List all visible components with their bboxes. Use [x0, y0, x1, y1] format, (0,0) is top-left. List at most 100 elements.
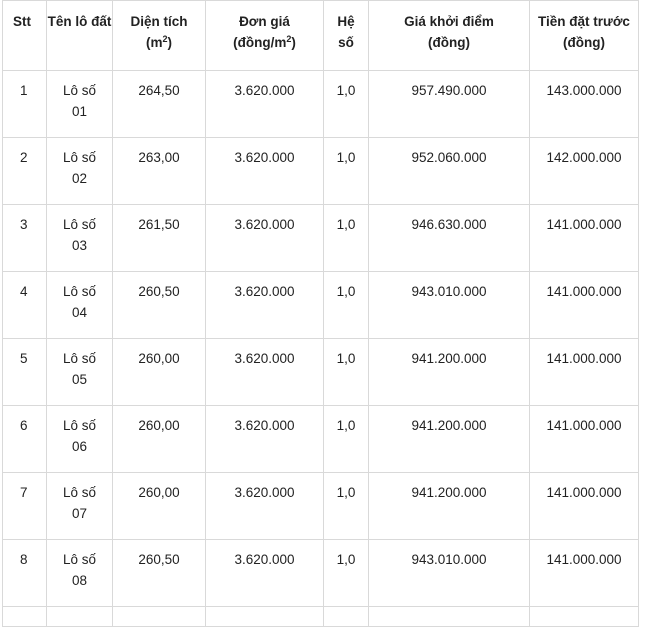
cell-stt-text: 4 — [20, 284, 28, 299]
cell-gia-khoi-diem-text: 943.010.000 — [411, 284, 487, 299]
cell-don-gia-text: 3.620.000 — [234, 150, 295, 165]
cell-stt: 8 — [2, 539, 47, 607]
cell-ten-lo-text: Lô số — [62, 150, 97, 165]
cell-ten-lo-text: Lô số — [62, 351, 97, 366]
cell-gia-khoi-diem: 952.060.000 — [368, 137, 530, 205]
cell-don-gia-text: 3.620.000 — [234, 351, 295, 366]
cell-tien-dat-truoc-text: 141.000.000 — [546, 552, 622, 567]
cell-dien-tich: 260,50 — [112, 271, 206, 339]
cell-ten-lo: Lô số 02 — [46, 137, 113, 205]
cell-dien-tich: 260,00 — [112, 338, 206, 406]
header-he-so-label-2: số — [338, 35, 354, 50]
cell-stt-text: 2 — [20, 150, 28, 165]
cell-he-so: 1,0 — [323, 137, 369, 205]
cell-he-so-text: 1,0 — [336, 150, 356, 165]
cell-dien-tich-text: 264,50 — [138, 83, 180, 98]
cell-tien-dat-truoc-text: 141.000.000 — [546, 418, 622, 433]
header-dien-tich-unit-sup: 2 — [162, 34, 168, 44]
header-don-gia-unit-sup: 2 — [286, 34, 292, 44]
cell-gia-khoi-diem-text: 943.010.000 — [411, 552, 487, 567]
cell-ten-lo: Lô số 07 — [46, 472, 113, 540]
cell-stt: 2 — [2, 137, 47, 205]
cell-dien-tich: 263,00 — [112, 137, 206, 205]
cell-ten-lo: Lô số 01 — [46, 70, 113, 138]
table-row: 3 Lô số 03 261,50 3.620.000 1,0 946.630.000 141… — [2, 204, 639, 272]
cell-don-gia: 3.620.000 — [205, 204, 324, 272]
cell-stt-text: 8 — [20, 552, 28, 567]
cell-he-so: 1,0 — [323, 204, 369, 272]
cell-dien-tich-text: 263,00 — [138, 150, 180, 165]
cell-dien-tich-text: 260,00 — [138, 351, 180, 366]
land-lot-table: Stt Tên lô đất Diện tích (m2) Đơn giá (đ… — [2, 0, 639, 627]
land-lot-table-container: Stt Tên lô đất Diện tích (m2) Đơn giá (đ… — [2, 0, 639, 627]
cell-gia-khoi-diem: 943.010.000 — [368, 271, 530, 339]
header-gia-khoi-diem-unit: (đồng) — [428, 35, 470, 50]
cell-stt: 3 — [2, 204, 47, 272]
cell-don-gia: 3.620.000 — [205, 472, 324, 540]
cell-dien-tich-text: 260,00 — [138, 485, 180, 500]
cell-tien-dat-truoc-text: 141.000.000 — [546, 284, 622, 299]
cell-ten-lo-text: Lô số — [62, 552, 97, 567]
cell-gia-khoi-diem-text: 941.200.000 — [411, 351, 487, 366]
cell-ten-lo: Lô số 06 — [46, 405, 113, 473]
header-tien-dat-truoc: Tiền đặt trước (đồng) — [529, 0, 639, 71]
cell-ten-lo-text: 07 — [71, 506, 88, 521]
cell-don-gia-text: 3.620.000 — [234, 485, 295, 500]
cell-dien-tich-text: 260,00 — [138, 418, 180, 433]
cell-stt-text: 3 — [20, 217, 28, 232]
cell-ten-lo-text: 05 — [71, 372, 88, 387]
table-row: 2 Lô số 02 263,00 3.620.000 1,0 952.060.000 142… — [2, 137, 639, 205]
header-gia-khoi-diem: Giá khởi điểm (đồng) — [368, 0, 530, 71]
cell-he-so: 1,0 — [323, 539, 369, 607]
cell-ten-lo-text: Lô số — [62, 485, 97, 500]
cell-tien-dat-truoc: 141.000.000 — [529, 204, 639, 272]
cell-he-so-text: 1,0 — [336, 217, 356, 232]
cell-don-gia-text: 3.620.000 — [234, 418, 295, 433]
cell-he-so: 1,0 — [323, 271, 369, 339]
cell-ten-lo-text: Lô số — [62, 284, 97, 299]
cell-gia-khoi-diem-text: 941.200.000 — [411, 418, 487, 433]
cell-tien-dat-truoc-text: 143.000.000 — [546, 83, 622, 98]
cell-stt-text: 7 — [20, 485, 28, 500]
header-don-gia-label: Đơn giá — [239, 14, 290, 29]
cell-don-gia: 3.620.000 — [205, 137, 324, 205]
cell-dien-tich: 261,50 — [112, 204, 206, 272]
header-dien-tich-label: Diện tích — [130, 14, 188, 29]
cell-ten-lo-text: Lô số — [62, 83, 97, 98]
cell-he-so-text: 1,0 — [336, 284, 356, 299]
cell-ten-lo-text: 08 — [71, 573, 88, 588]
table-row: 6 Lô số 06 260,00 3.620.000 1,0 941.200.000 141… — [2, 405, 639, 473]
cell-gia-khoi-diem: 943.010.000 — [368, 539, 530, 607]
cell-ten-lo-text: 02 — [71, 171, 88, 186]
cell-don-gia: 3.620.000 — [205, 539, 324, 607]
cell-stt: 1 — [2, 70, 47, 138]
cell-don-gia: 3.620.000 — [205, 70, 324, 138]
cell-he-so-text: 1,0 — [336, 485, 356, 500]
header-tien-dat-truoc-unit: (đồng) — [563, 35, 605, 50]
cell-don-gia: 3.620.000 — [205, 405, 324, 473]
cell-tien-dat-truoc: 141.000.000 — [529, 472, 639, 540]
cell-don-gia: 3.620.000 — [205, 271, 324, 339]
cell-gia-khoi-diem-text: 952.060.000 — [411, 150, 487, 165]
cell-ten-lo: Lô số 08 — [46, 539, 113, 607]
cell-gia-khoi-diem-text: 941.200.000 — [411, 485, 487, 500]
header-dien-tich-unit: (m — [145, 35, 163, 50]
cell-ten-lo-text: 04 — [71, 305, 88, 320]
table-row: 7 Lô số 07 260,00 3.620.000 1,0 941.200.000 141… — [2, 472, 639, 540]
cell-ten-lo-text: Lô số — [62, 217, 97, 232]
cell-stt: 5 — [2, 338, 47, 406]
cell-stt-text: 6 — [20, 418, 28, 433]
cell-don-gia: 3.620.000 — [205, 338, 324, 406]
cell-gia-khoi-diem: 957.490.000 — [368, 70, 530, 138]
table-row: 5 Lô số 05 260,00 3.620.000 1,0 941.200.000 141… — [2, 338, 639, 406]
cell-he-so-text: 1,0 — [336, 418, 356, 433]
header-don-gia: Đơn giá (đồng/m2) — [205, 0, 324, 71]
cell-stt: 7 — [2, 472, 47, 540]
cell-stt: 4 — [2, 271, 47, 339]
cell-he-so: 1,0 — [323, 70, 369, 138]
cell-ten-lo-text: 06 — [71, 439, 88, 454]
cell-ten-lo: Lô số 03 — [46, 204, 113, 272]
cell-don-gia-text: 3.620.000 — [234, 552, 295, 567]
cell-tien-dat-truoc-text: 142.000.000 — [546, 150, 622, 165]
cell-dien-tich-text: 261,50 — [138, 217, 180, 232]
